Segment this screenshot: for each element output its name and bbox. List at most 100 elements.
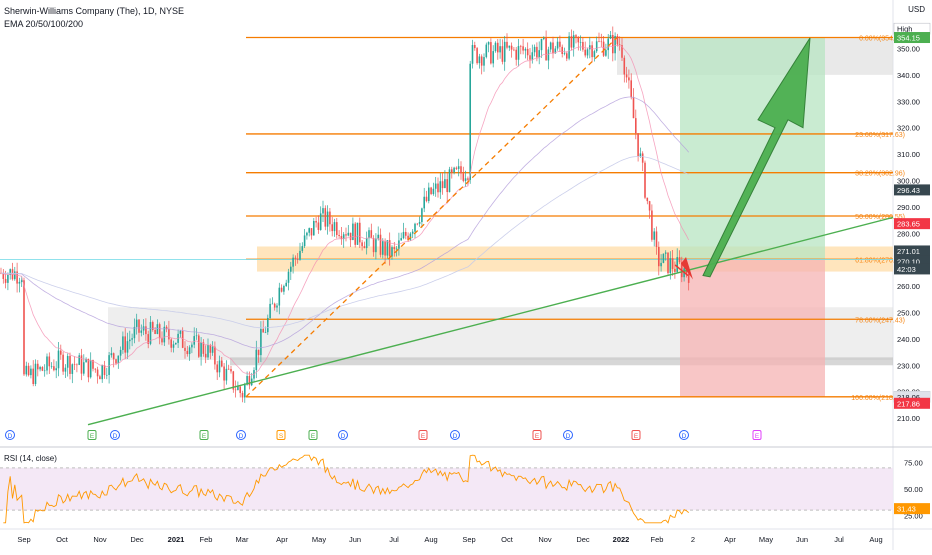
candle-body [533, 46, 536, 53]
candle-body [582, 42, 584, 50]
candle-body [257, 349, 260, 356]
candle-body [211, 346, 214, 353]
candle-body [14, 271, 16, 280]
price-label-text: High [897, 25, 912, 34]
ema-100-line [0, 96, 690, 349]
event-marker-earnings[interactable] [308, 430, 318, 440]
candle-body [520, 46, 522, 47]
candle-body [214, 346, 216, 365]
time-tick-label: Feb [200, 535, 213, 544]
rsi-band [0, 467, 893, 511]
candle-body [296, 258, 299, 260]
candle-body [262, 328, 264, 333]
candle-body [416, 223, 419, 225]
candle-body [451, 169, 453, 173]
event-marker-dividend[interactable] [110, 430, 120, 440]
event-marker-letter: E [90, 433, 95, 440]
candle-body [4, 278, 7, 283]
candle-body [237, 386, 239, 390]
candle-body [149, 322, 152, 344]
candle-body [292, 257, 294, 267]
candle-body [340, 236, 343, 240]
price-tick-label: 320.00 [897, 124, 920, 133]
candle-body [246, 376, 248, 385]
event-marker-earnings[interactable] [87, 430, 97, 440]
candle-body [354, 223, 356, 245]
candle-body [462, 173, 465, 181]
event-marker-earnings[interactable] [631, 430, 641, 440]
candle-body [398, 240, 400, 249]
candle-body [480, 56, 483, 66]
candle-body [536, 46, 538, 58]
candle-body [129, 339, 131, 342]
candle-body [464, 178, 467, 181]
candle-body [108, 355, 110, 375]
candle-body [115, 359, 117, 364]
candle-body [384, 241, 386, 256]
candle-body [492, 51, 494, 64]
candle-body [607, 38, 609, 51]
event-marker-earnings[interactable] [532, 430, 542, 440]
rsi-tick-label: 75.00 [904, 459, 923, 468]
candle-body [117, 355, 120, 364]
event-marker-dividend[interactable] [338, 430, 348, 440]
candle-body [7, 274, 9, 283]
event-marker-earnings[interactable] [199, 430, 209, 440]
price-tick-label: 240.00 [897, 335, 920, 344]
candle-body [676, 257, 678, 272]
candle-body [158, 324, 161, 339]
candle-body [526, 48, 529, 56]
rising-trendline[interactable] [87, 216, 894, 426]
time-tick-label: Sep [17, 535, 30, 544]
candle-body [543, 37, 545, 40]
time-tick-label: Mar [236, 535, 249, 544]
candle-body [96, 369, 99, 377]
time-tick-label: Jul [389, 535, 399, 544]
candle-body [664, 252, 667, 254]
candle-body [474, 45, 476, 49]
candle-body [411, 231, 414, 234]
event-marker-dividend[interactable] [679, 430, 689, 440]
candle-body [280, 287, 283, 292]
candle-body [625, 74, 628, 78]
candle-body [83, 362, 85, 374]
bullish-projection-arrow[interactable] [702, 37, 811, 278]
candle-body [94, 368, 97, 370]
candle-body [687, 273, 690, 283]
event-marker-earnings[interactable] [418, 430, 428, 440]
candle-body [278, 287, 281, 306]
candle-body [271, 303, 274, 305]
ema-20-line [0, 45, 690, 376]
rsi-last-value-box [894, 503, 930, 515]
event-marker-letter: D [453, 433, 458, 440]
event-marker-letter: D [8, 433, 13, 440]
candle-body [11, 269, 14, 280]
event-marker-dividend[interactable] [563, 430, 573, 440]
candle-body [568, 36, 570, 59]
candle-body [294, 257, 297, 259]
candle-body [552, 42, 554, 54]
candle-body [591, 45, 593, 58]
candle-body [579, 42, 582, 43]
price-label-text: 218.06 [897, 393, 920, 402]
candle-body [333, 222, 336, 232]
event-marker-dividend[interactable] [236, 430, 246, 440]
candle-body [225, 368, 228, 381]
candle-body [200, 342, 202, 357]
candle-body [154, 329, 156, 334]
event-marker-earnings[interactable] [752, 430, 762, 440]
candle-body [140, 330, 143, 333]
candle-body [198, 335, 200, 357]
candle-body [230, 369, 232, 372]
event-marker-dividend[interactable] [450, 430, 460, 440]
event-marker-letter: E [755, 433, 760, 440]
candle-body [444, 179, 446, 189]
candle-body [368, 230, 370, 239]
event-marker-dividend[interactable] [5, 430, 15, 440]
candle-body [347, 232, 350, 236]
candle-body [365, 238, 368, 249]
event-marker-split[interactable] [276, 430, 286, 440]
time-tick-label: Jun [796, 535, 808, 544]
